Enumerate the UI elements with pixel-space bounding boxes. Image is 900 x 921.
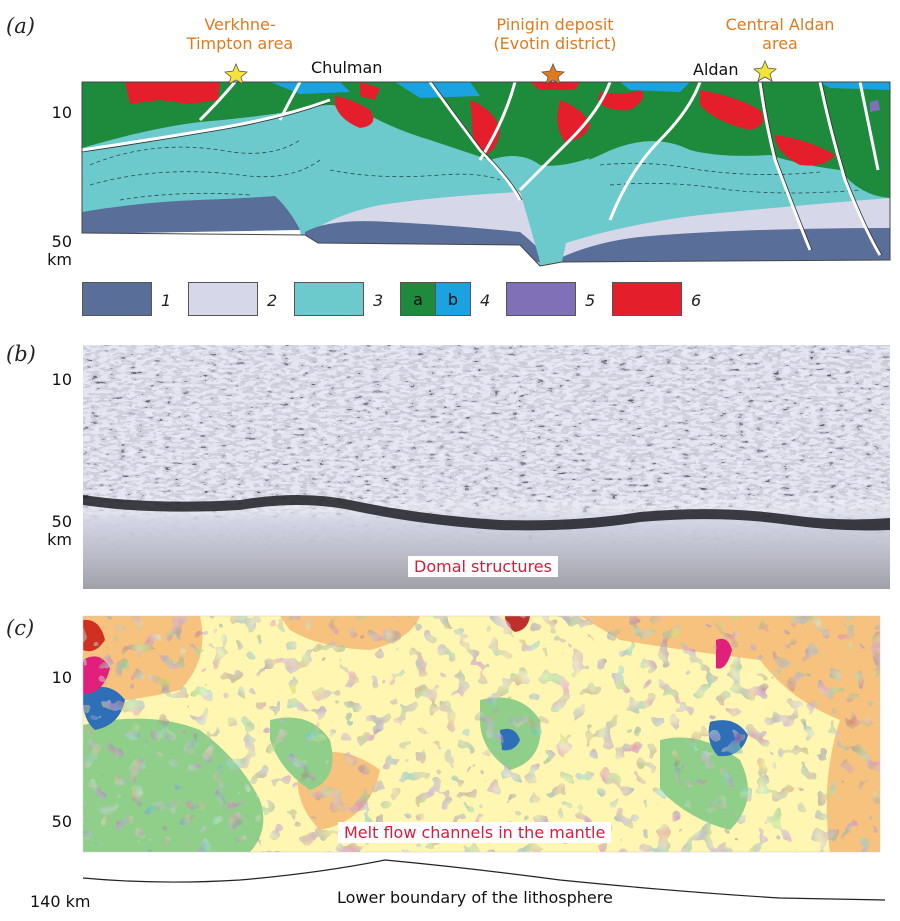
legend-label-4: 4 [480,291,491,310]
layer-6-7 [700,90,764,130]
panel-b-unit: km [47,530,72,549]
site-pinigin: Pinigin deposit (Evotin district) [470,15,640,53]
layer-6-3 [335,96,374,128]
panel-c-tick-50: 50 [51,812,72,831]
panel-b-label: (b) [6,342,36,366]
foliation-lines [89,139,861,201]
legend-label-3: 3 [373,291,384,310]
site-verkhne-timpton: Verkhne- Timpton area [165,15,315,53]
layer-6-9 [530,82,580,90]
site-pinigin-line1: Pinigin deposit [496,15,614,34]
lithosphere-caption: Lower boundary of the lithosphere [337,888,613,907]
panel-b-image [83,345,890,589]
lithosphere-depth-label: 140 km [30,892,91,911]
panel-a-label: (a) [6,14,35,38]
layer-6-6 [598,90,644,111]
panel-a-tick-10: 10 [51,103,72,122]
layer-1-left [82,196,300,234]
site-verkhne-timpton-line1: Verkhne- [204,15,276,34]
layer-5 [870,100,880,112]
panel-a-section [82,82,890,266]
panel-b-tick-50: 50 [51,512,72,531]
star-pinigin [541,62,565,85]
legend-label-1: 1 [161,291,172,310]
site-central-aldan-line1: Central Aldan [725,15,835,34]
legend-box-4b [435,282,471,316]
town-chulman: Chulman [311,58,383,77]
panel-a-tick-50: 50 [51,232,72,251]
layer-6-8 [775,135,835,166]
legend-box-6 [612,282,682,316]
panel-c-image [83,616,880,852]
legend-box-2 [188,282,258,316]
site-central-aldan-line2: area [762,34,798,53]
legend-sub-a: a [413,290,423,309]
site-verkhne-timpton-line2: Timpton area [186,34,294,53]
star-verkhne-timpton [224,62,248,85]
site-central-aldan: Central Aldan area [705,15,855,53]
site-pinigin-line2: (Evotin district) [493,34,617,53]
lithosphere-boundary [82,859,886,901]
town-aldan: Aldan [693,60,739,79]
panel-a-outline [81,81,891,267]
legend-label-6: 6 [691,291,702,310]
layer-6-5 [557,100,590,142]
panel-b-tick-10: 10 [51,370,72,389]
layer-6-1 [125,82,220,104]
legend-label-2: 2 [267,291,278,310]
panel-c-label: (c) [6,616,35,640]
legend-sub-b: b [447,290,459,309]
fault-outlines [82,82,883,256]
fault-lines [82,82,882,256]
legend-box-4a [400,282,436,316]
panel-a-unit: km [47,250,72,269]
layer-6-2 [360,82,380,100]
legend-box-1 [82,282,152,316]
legend-box-3 [294,282,364,316]
layer-4b-1 [270,82,350,94]
callout-melt-flow-channels: Melt flow channels in the mantle [338,822,612,843]
layer-4b-4 [820,82,890,90]
layer-4b-3 [620,82,690,92]
panel-c-tick-10: 10 [51,668,72,687]
callout-domal-structures: Domal structures [408,556,558,577]
legend-label-5: 5 [585,291,596,310]
legend-box-5 [506,282,576,316]
star-central-aldan [753,59,777,82]
